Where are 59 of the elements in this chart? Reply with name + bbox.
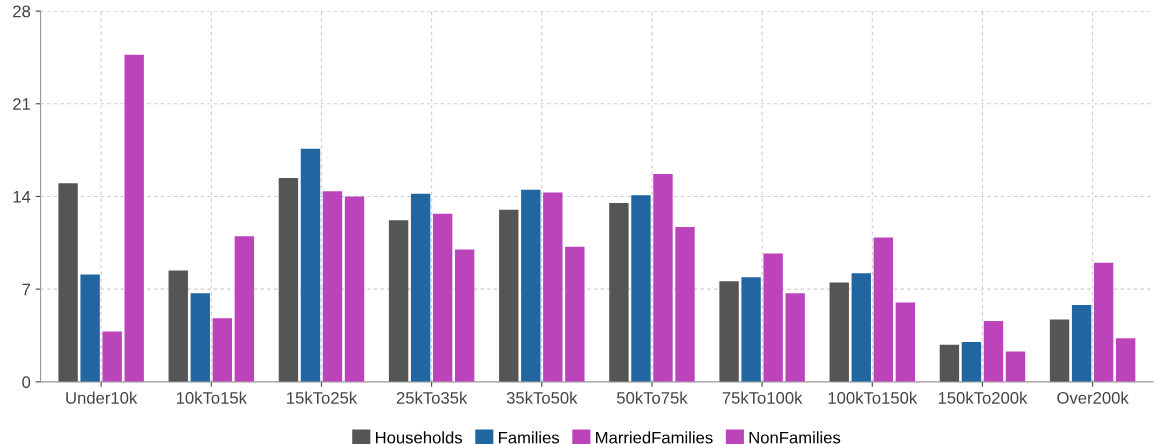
bar (410, 193, 431, 382)
x-tick-label: 15kTo25k (287, 391, 358, 404)
x-tick-label: 10kTo15k (176, 391, 248, 404)
bar (939, 344, 960, 382)
bar (58, 183, 78, 382)
bar (234, 236, 255, 382)
y-tick-label: 7 (22, 283, 31, 296)
legend-label: MarriedFamilies (596, 431, 713, 444)
bar (80, 274, 100, 382)
bar (168, 270, 188, 382)
x-tick-label: Over200k (1057, 391, 1129, 404)
bar (124, 54, 144, 382)
bar (543, 192, 563, 382)
y-tick-label: 0 (22, 376, 31, 389)
bar (675, 226, 695, 382)
bar (1093, 262, 1114, 382)
bar (1049, 319, 1070, 382)
legend-label: NonFamilies (749, 431, 841, 444)
bar (741, 277, 761, 382)
bar (829, 282, 849, 382)
bar (653, 173, 673, 382)
x-tick-label: 25kTo35k (396, 391, 468, 404)
x-tick-label: 35kTo50k (506, 391, 578, 404)
bar (388, 220, 409, 382)
bar (961, 342, 982, 382)
bar (322, 191, 343, 382)
bar (609, 203, 629, 382)
bar (895, 302, 916, 382)
bar (851, 273, 871, 382)
bar (102, 331, 122, 382)
x-tick-label: 100kTo150k (828, 391, 918, 404)
legend-label: Families (499, 431, 560, 444)
bar (873, 237, 893, 382)
x-tick-label: 50kTo75k (616, 391, 688, 404)
bar (521, 189, 541, 382)
bar (300, 148, 321, 382)
x-tick-label: 150kTo200k (938, 391, 1028, 404)
bar (432, 213, 453, 382)
bar (190, 293, 210, 382)
x-tick-label: Under10k (66, 391, 138, 404)
bar (983, 320, 1004, 382)
bar (763, 253, 783, 382)
x-tick-label: 75kTo100k (722, 391, 803, 404)
bar (719, 281, 739, 382)
bar (1115, 338, 1136, 382)
bar (455, 249, 475, 382)
y-tick-label: 14 (13, 191, 31, 203)
bar (344, 196, 365, 382)
y-tick-label: 28 (13, 5, 31, 18)
bar (278, 177, 299, 382)
bar (565, 246, 585, 382)
legend-label: Households (375, 431, 463, 444)
bar (499, 209, 519, 382)
bar (1071, 305, 1092, 382)
bar (1005, 351, 1026, 382)
bar (631, 195, 651, 382)
bar (785, 293, 805, 382)
bar (212, 318, 233, 382)
y-tick-label: 21 (13, 98, 31, 110)
